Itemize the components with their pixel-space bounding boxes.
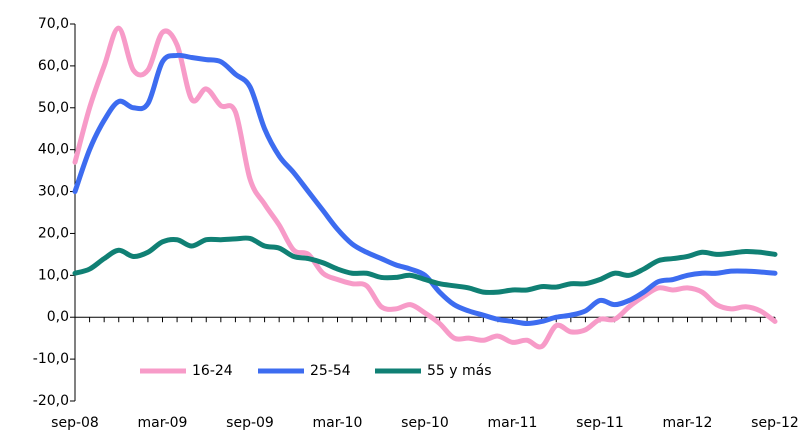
y-tick-label: 40,0 <box>38 142 69 158</box>
y-tick-label: 10,0 <box>38 267 69 283</box>
y-tick-label: 70,0 <box>38 16 69 32</box>
x-tick-label: mar-09 <box>138 415 188 431</box>
legend-label: 16-24 <box>192 363 233 379</box>
x-tick-label: sep-08 <box>51 415 99 431</box>
legend-label: 55 y más <box>427 363 492 379</box>
y-tick-label: -20,0 <box>33 393 69 409</box>
series-line <box>72 235 778 295</box>
y-tick-label: 20,0 <box>38 225 69 241</box>
x-tick-label: mar-10 <box>313 415 363 431</box>
x-tick-label: sep-11 <box>576 415 624 431</box>
series-line <box>72 25 778 350</box>
y-tick-label: 50,0 <box>38 100 69 116</box>
legend-label: 25-54 <box>310 363 351 379</box>
y-tick-label: 60,0 <box>38 58 69 74</box>
series-line <box>72 52 778 327</box>
x-tick-label: mar-12 <box>663 415 713 431</box>
x-tick-label: sep-09 <box>226 415 274 431</box>
x-tick-label: sep-10 <box>401 415 449 431</box>
x-tick-label: sep-12 <box>751 415 799 431</box>
y-tick-label: 0,0 <box>47 309 69 325</box>
y-tick-label: -10,0 <box>33 351 69 367</box>
x-tick-label: mar-11 <box>488 415 538 431</box>
y-tick-label: 30,0 <box>38 184 69 200</box>
